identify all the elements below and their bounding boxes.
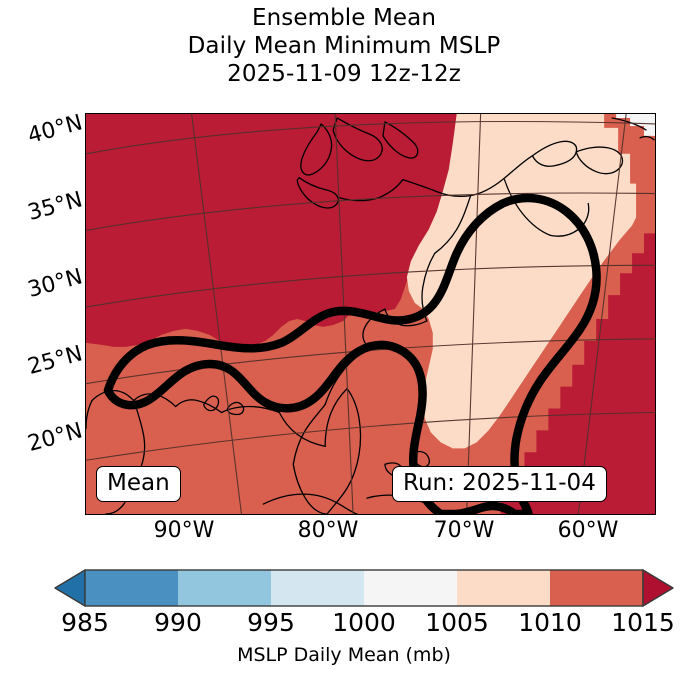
mean-label: Mean	[107, 470, 170, 496]
chart-title: Ensemble Mean Daily Mean Minimum MSLP 20…	[0, 4, 688, 88]
field-band-over-1015-southeast	[500, 233, 655, 514]
lon-label-90w: 90°W	[153, 518, 215, 543]
field-band-over-1015-staircase	[414, 114, 459, 264]
lon-label-80w: 80°W	[297, 518, 359, 543]
colorbar-band-995-1000	[271, 570, 364, 606]
colorbar-tick-1005: 1005	[425, 608, 489, 637]
title-line-3: 2025-11-09 12z-12z	[227, 61, 461, 87]
graticule-lat-20	[86, 411, 655, 461]
colorbar-tick-990: 990	[154, 608, 202, 637]
colorbar-band-1000-1005	[364, 570, 457, 606]
colorbar-tick-1015: 1015	[611, 608, 675, 637]
graticule-lon-70	[466, 114, 482, 514]
colorbar-tick-1010: 1010	[518, 608, 582, 637]
colorbar-band-1010-1015	[550, 570, 643, 606]
lon-label-70w: 70°W	[433, 518, 495, 543]
graticule-lat-35	[86, 192, 655, 231]
graticule-lat-40	[86, 120, 655, 155]
colorbar[interactable]: 985 990 995 1000 1005 1010 1015 MSLP Dai…	[0, 558, 688, 674]
colorbar-tick-1000: 1000	[332, 608, 396, 637]
colorbar-under-arrow	[54, 569, 86, 607]
colorbar-band-990-995	[178, 570, 271, 606]
map-canvas	[86, 114, 655, 514]
field-band-over-1015-west	[86, 114, 457, 347]
graticule-lat-30	[86, 264, 655, 308]
lat-label-30n: 30°N	[25, 264, 86, 303]
graticule-lon-90	[191, 114, 242, 514]
map-panel[interactable]	[85, 113, 656, 515]
lat-label-25n: 25°N	[25, 341, 86, 380]
mean-annotation-box: Mean	[96, 466, 181, 502]
colorbar-band-985-990	[85, 570, 178, 606]
colorbar-band-1005-1010	[457, 570, 550, 606]
title-line-1: Ensemble Mean	[251, 5, 437, 31]
colorbar-canvas	[54, 569, 674, 607]
colorbar-tick-995: 995	[247, 608, 295, 637]
colorbar-tick-985: 985	[61, 608, 109, 637]
graticule-lon-60	[577, 114, 627, 514]
run-annotation-box: Run: 2025-11-04	[392, 466, 607, 502]
lon-label-60w: 60°W	[557, 518, 619, 543]
graticule	[86, 114, 655, 514]
title-line-2: Daily Mean Minimum MSLP	[187, 33, 501, 59]
lat-label-35n: 35°N	[25, 187, 86, 226]
lat-label-20n: 20°N	[25, 418, 86, 457]
colorbar-over-arrow	[642, 569, 674, 607]
colorbar-axis-label: MSLP Daily Mean (mb)	[237, 644, 451, 666]
colorbar-outline	[84, 569, 644, 607]
field-band-1000-1005	[604, 114, 655, 136]
graticule-lat-25	[86, 338, 655, 385]
lat-label-40n: 40°N	[25, 110, 86, 149]
run-label: Run: 2025-11-04	[403, 470, 596, 496]
field-band-1005-1010	[406, 114, 637, 449]
